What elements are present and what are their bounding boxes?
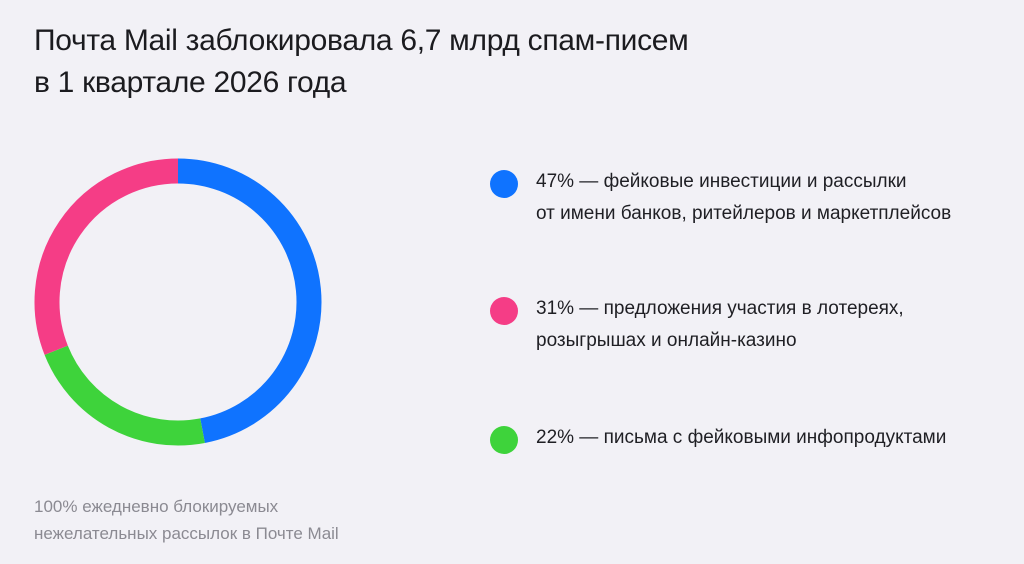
legend-lotteries-line-2: розыгрышах и онлайн-казино [536, 330, 797, 351]
legend-dot-pink [490, 297, 518, 325]
legend-text-lotteries: 31% — предложения участия в лотереях, ро… [536, 293, 904, 357]
legend-item-lotteries: 31% — предложения участия в лотереях, ро… [490, 293, 904, 357]
legend-text-infoproducts: 22% — письма с фейковыми инфопродуктами [536, 422, 946, 454]
footnote: 100% ежедневно блокируемых нежелательных… [34, 493, 339, 547]
chart-title-line-1: Почта Mail заблокировала 6,7 млрд спам-п… [34, 24, 689, 57]
legend-item-investments: 47% — фейковые инвестиции и рассылки от … [490, 166, 951, 230]
legend-item-infoproducts: 22% — письма с фейковыми инфопродуктами [490, 422, 946, 454]
footnote-line-2: нежелательных рассылок в Почте Mail [34, 524, 339, 543]
footnote-line-1: 100% ежедневно блокируемых [34, 497, 279, 516]
legend-dot-green [490, 426, 518, 454]
legend-investments-line-1: 47% — фейковые инвестиции и рассылки [536, 171, 907, 192]
donut-segment-investments [177, 158, 322, 443]
legend-investments-line-2: от имени банков, ритейлеров и маркетплей… [536, 203, 952, 224]
legend-lotteries-line-1: 31% — предложения участия в лотереях, [536, 298, 904, 319]
donut-chart [34, 158, 322, 446]
chart-title: Почта Mail заблокировала 6,7 млрд спам-п… [34, 20, 754, 104]
legend-text-investments: 47% — фейковые инвестиции и рассылки от … [536, 166, 951, 230]
legend-dot-blue [490, 170, 518, 198]
donut-segment-lotteries [34, 158, 179, 355]
donut-segment-infoproducts [44, 345, 205, 446]
chart-title-line-2: в 1 квартале 2026 года [34, 66, 347, 99]
legend-infoproducts-line-1: 22% — письма с фейковыми инфопродуктами [536, 427, 947, 448]
